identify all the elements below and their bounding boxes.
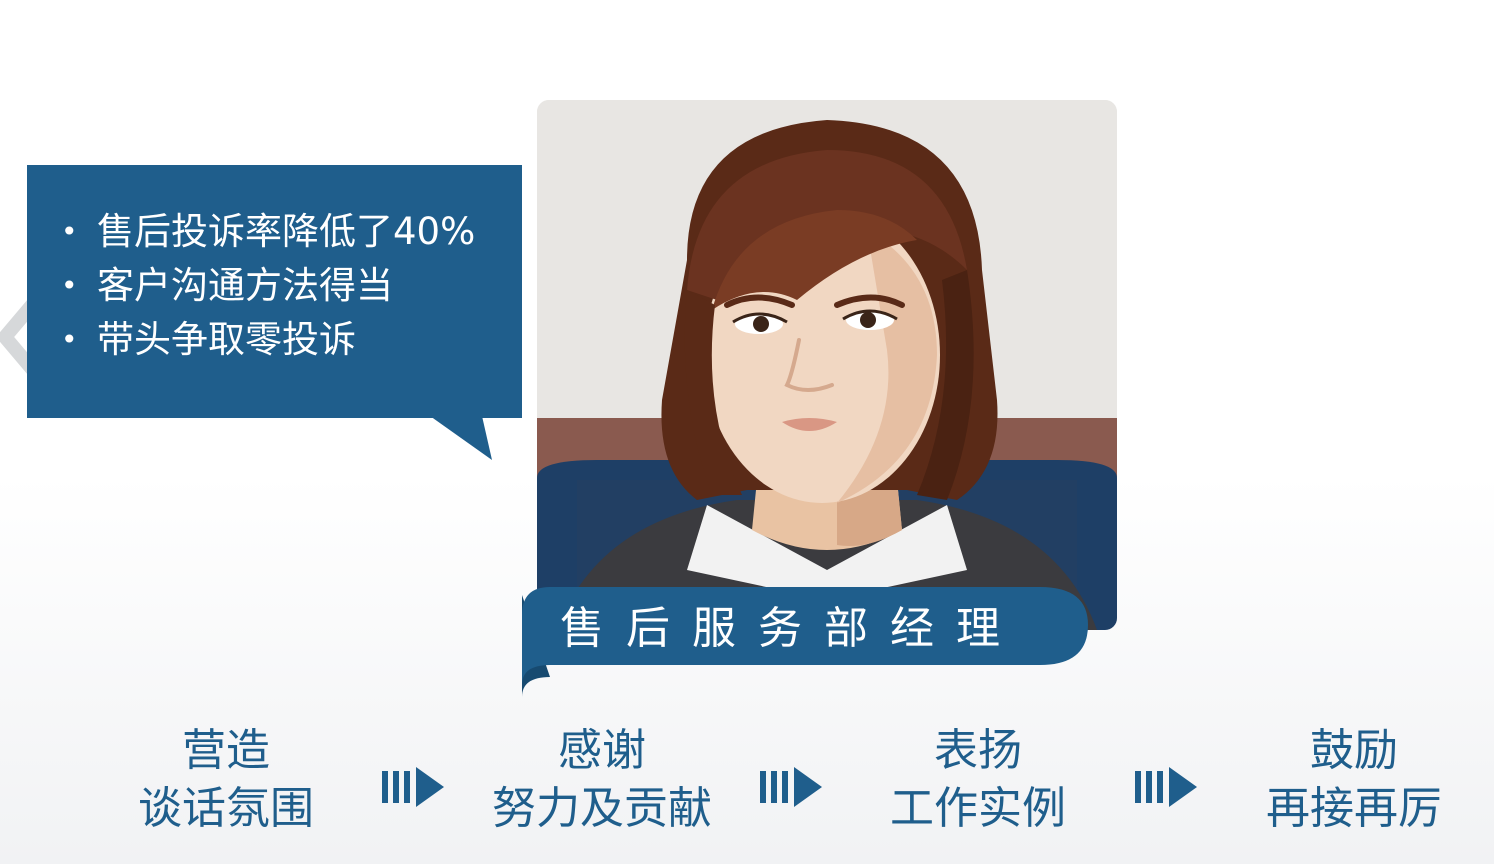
step-2: 感谢 努力及贡献 (472, 722, 732, 838)
achievement-item: 客户沟通方法得当 (61, 259, 475, 313)
step-3: 表扬 工作实例 (848, 722, 1108, 838)
manager-portrait (537, 100, 1117, 630)
step-1-title: 营造 (182, 725, 270, 776)
speech-bubble: 售后投诉率降低了40% 客户沟通方法得当 带头争取零投诉 (27, 165, 522, 418)
speech-bubble-tail (430, 416, 492, 460)
step-4: 鼓励 再接再厉 (1224, 722, 1484, 838)
double-arrow-right-icon (382, 767, 444, 807)
step-3-title: 表扬 (934, 725, 1022, 776)
process-steps: 营造 谈话氛围 感谢 努力及贡献 表扬 工作实例 鼓励 再接再厉 (0, 722, 1494, 852)
step-1: 营造 谈话氛围 (96, 722, 356, 838)
job-title: 售后服务部经理 (560, 603, 1022, 654)
step-2-title: 感谢 (558, 725, 646, 776)
double-arrow-right-icon (760, 767, 822, 807)
double-arrow-right-icon (1135, 767, 1197, 807)
step-2-subtitle: 努力及贡献 (492, 783, 712, 834)
achievement-item: 带头争取零投诉 (61, 313, 475, 367)
step-1-subtitle: 谈话氛围 (138, 783, 314, 834)
achievement-list: 售后投诉率降低了40% 客户沟通方法得当 带头争取零投诉 (61, 205, 475, 367)
step-4-subtitle: 再接再厉 (1266, 783, 1442, 834)
achievement-item: 售后投诉率降低了40% (61, 205, 475, 259)
step-3-subtitle: 工作实例 (890, 783, 1066, 834)
title-ribbon: 售后服务部经理 (520, 585, 1090, 700)
step-4-title: 鼓励 (1310, 725, 1398, 776)
